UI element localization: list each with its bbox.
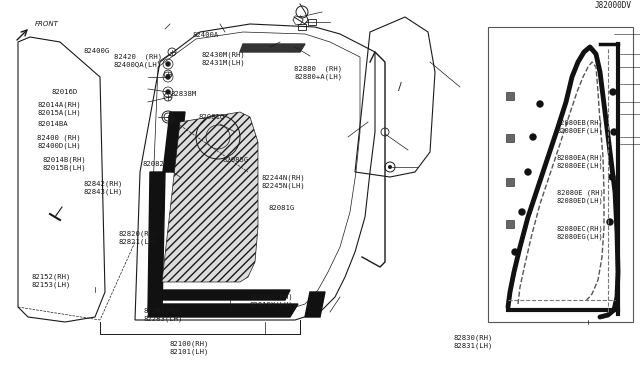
Polygon shape bbox=[162, 112, 258, 282]
Bar bbox=[506, 220, 514, 228]
Text: 82820(RH)
82821(LH): 82820(RH) 82821(LH) bbox=[118, 231, 158, 245]
Text: 82016D: 82016D bbox=[51, 89, 77, 95]
Bar bbox=[506, 178, 514, 186]
Polygon shape bbox=[150, 290, 290, 300]
Text: 82080EC(RH)
82080EG(LH): 82080EC(RH) 82080EG(LH) bbox=[557, 225, 604, 240]
Circle shape bbox=[610, 89, 616, 95]
Text: 82080E (RH)
82080ED(LH): 82080E (RH) 82080ED(LH) bbox=[557, 190, 604, 204]
Circle shape bbox=[388, 165, 392, 169]
Text: 82842(RH)
82843(LH): 82842(RH) 82843(LH) bbox=[83, 181, 123, 195]
Text: 82244N(RH)
82245N(LH): 82244N(RH) 82245N(LH) bbox=[261, 174, 305, 189]
Text: /: / bbox=[398, 82, 402, 92]
Text: 82152(RH)
82153(LH): 82152(RH) 82153(LH) bbox=[32, 274, 72, 288]
Circle shape bbox=[525, 169, 531, 175]
Circle shape bbox=[166, 90, 170, 94]
Circle shape bbox=[530, 134, 536, 140]
Circle shape bbox=[519, 209, 525, 215]
Circle shape bbox=[611, 129, 617, 135]
Text: 82400G: 82400G bbox=[83, 48, 109, 54]
Polygon shape bbox=[148, 304, 298, 317]
Text: 82080EB(RH)
82080EF(LH): 82080EB(RH) 82080EF(LH) bbox=[557, 119, 604, 134]
Bar bbox=[506, 134, 514, 142]
Text: 82400A: 82400A bbox=[193, 32, 220, 38]
Circle shape bbox=[609, 174, 615, 180]
Circle shape bbox=[166, 61, 170, 67]
Bar bbox=[298, 24, 306, 30]
Text: 82080EA(RH)
82080EE(LH): 82080EA(RH) 82080EE(LH) bbox=[557, 155, 604, 169]
Text: 82014BA: 82014BA bbox=[37, 121, 68, 126]
Bar bbox=[308, 19, 316, 25]
Polygon shape bbox=[163, 112, 185, 172]
Text: 82880  (RH)
82880+A(LH): 82880 (RH) 82880+A(LH) bbox=[294, 65, 342, 80]
Text: 82400 (RH)
82400D(LH): 82400 (RH) 82400D(LH) bbox=[37, 135, 81, 149]
Circle shape bbox=[607, 219, 613, 225]
Polygon shape bbox=[148, 172, 165, 312]
Circle shape bbox=[512, 249, 518, 255]
Text: J82000DV: J82000DV bbox=[595, 1, 632, 10]
Text: 82100(RH)
82101(LH): 82100(RH) 82101(LH) bbox=[169, 341, 209, 355]
Bar bbox=[506, 92, 514, 100]
Text: 82082D: 82082D bbox=[142, 161, 168, 167]
Circle shape bbox=[537, 101, 543, 107]
Text: FRONT: FRONT bbox=[35, 21, 59, 27]
Text: 82081G: 82081G bbox=[269, 205, 295, 211]
Text: 82014B(RH)
82015B(LH): 82014B(RH) 82015B(LH) bbox=[43, 157, 86, 171]
Text: 82282(RH)
82283(LH): 82282(RH) 82283(LH) bbox=[144, 307, 184, 321]
Text: 82081Q: 82081Q bbox=[198, 113, 225, 119]
Text: 82430M(RH)
82431M(LH): 82430M(RH) 82431M(LH) bbox=[202, 52, 245, 66]
Polygon shape bbox=[240, 44, 305, 52]
Text: 82014A(RH)
82015A(LH): 82014A(RH) 82015A(LH) bbox=[37, 102, 81, 116]
Text: 82085G: 82085G bbox=[223, 157, 249, 163]
Text: 82318X(RH)
82819X(LH): 82318X(RH) 82819X(LH) bbox=[250, 294, 293, 308]
Text: 82420  (RH)
82400QA(LH): 82420 (RH) 82400QA(LH) bbox=[114, 54, 162, 68]
Text: 82838M: 82838M bbox=[171, 91, 197, 97]
Text: 82830(RH)
82831(LH): 82830(RH) 82831(LH) bbox=[454, 335, 493, 349]
Circle shape bbox=[166, 74, 170, 80]
Polygon shape bbox=[305, 292, 325, 317]
Bar bbox=[488, 27, 633, 322]
